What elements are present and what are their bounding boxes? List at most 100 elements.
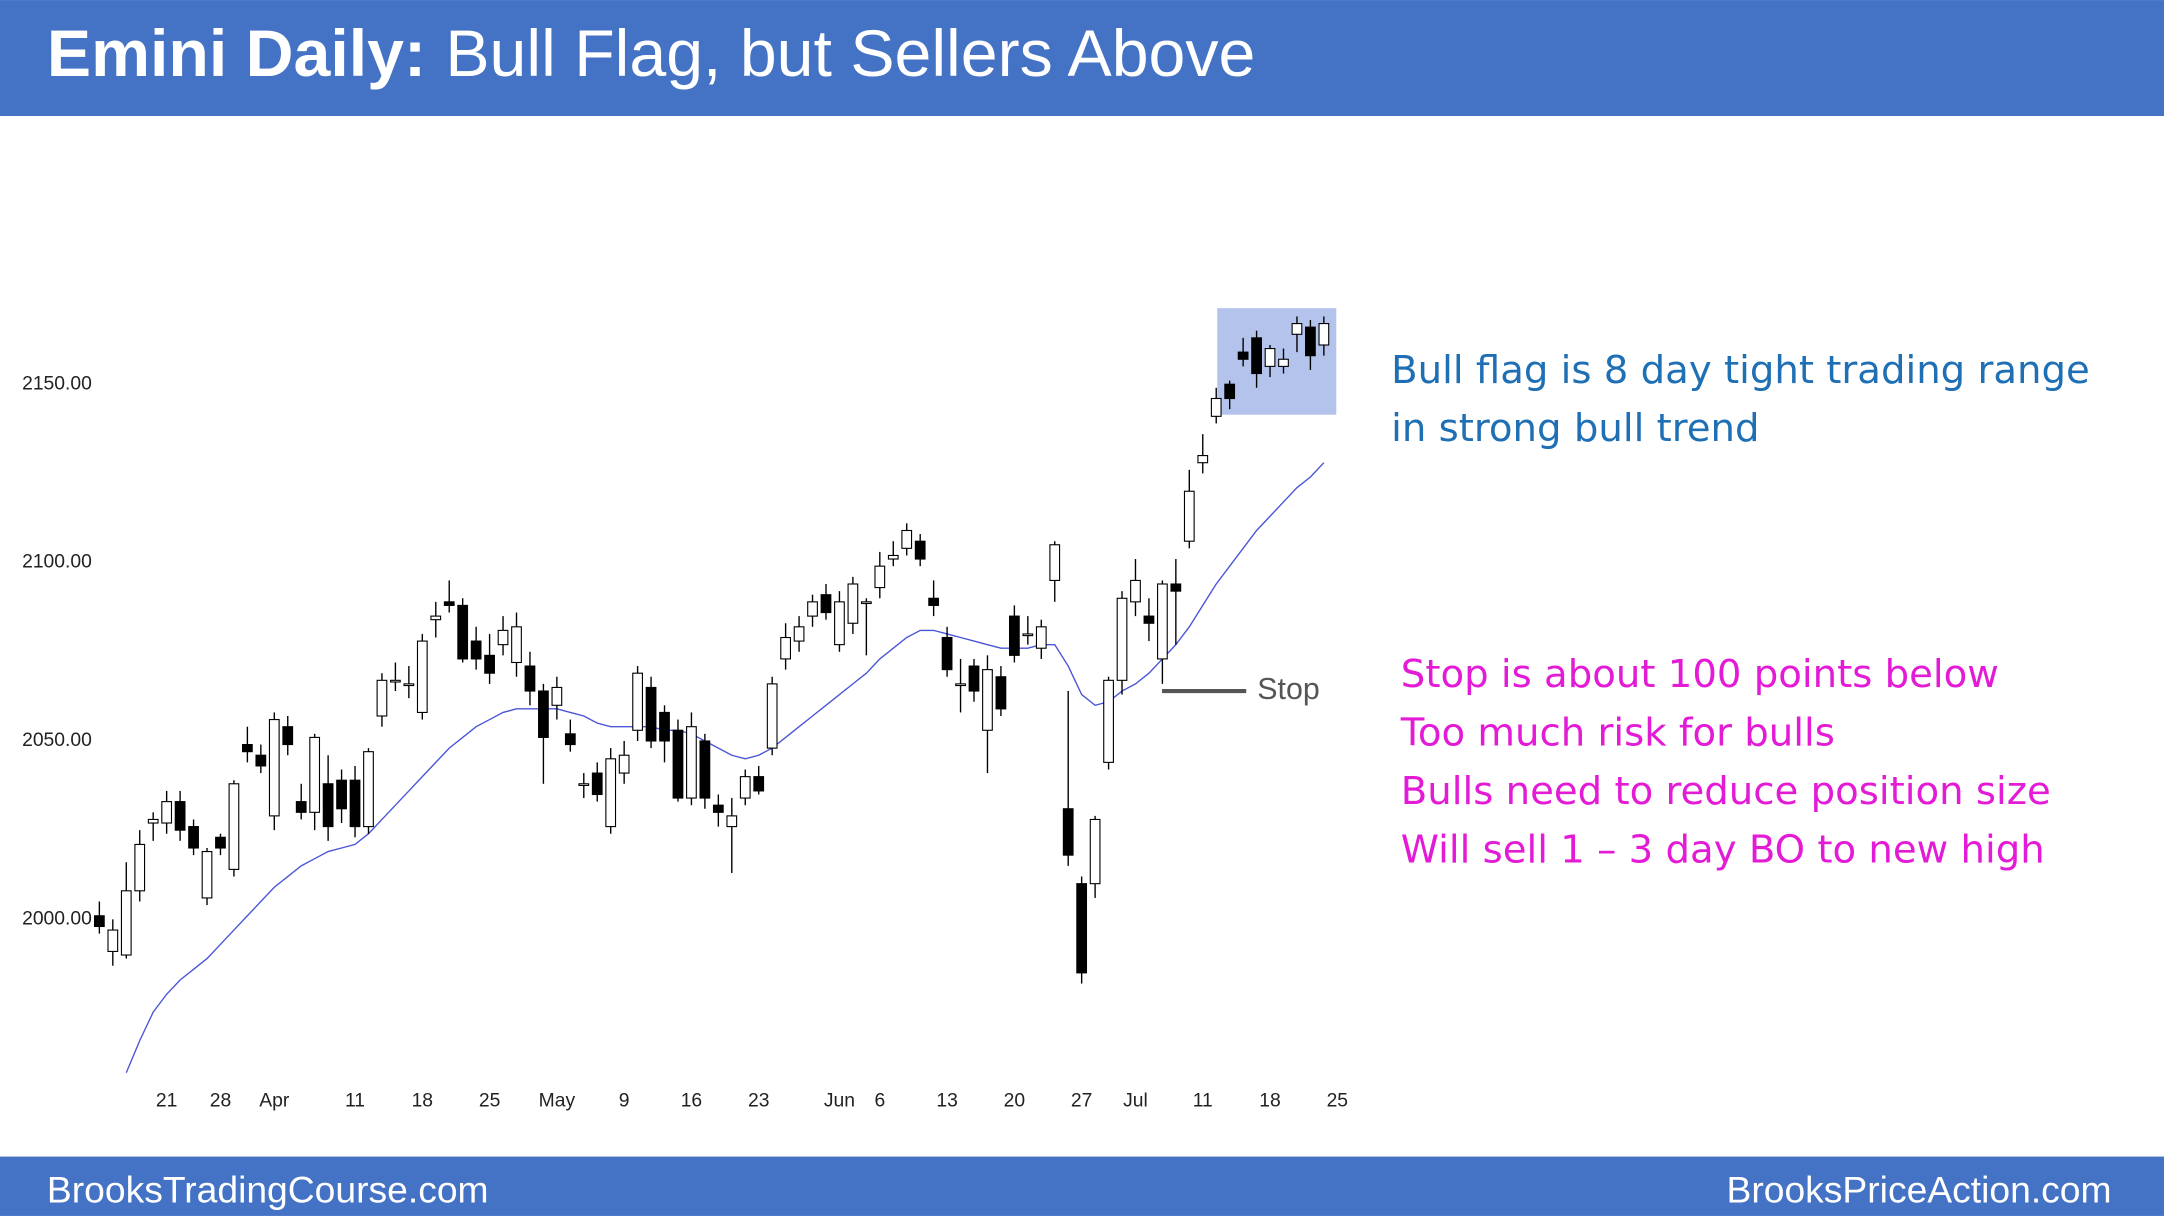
candle-body bbox=[376, 679, 388, 717]
candle-body bbox=[1251, 337, 1262, 375]
candle-body bbox=[578, 783, 590, 786]
x-tick-label: 23 bbox=[748, 1090, 769, 1111]
candle-body bbox=[739, 776, 751, 799]
candle-body bbox=[955, 683, 966, 687]
candle-body bbox=[780, 636, 792, 660]
title-bold: Emini Daily: bbox=[47, 17, 426, 91]
candle-body bbox=[363, 751, 374, 828]
candle-body bbox=[1291, 323, 1303, 335]
candle-body bbox=[834, 601, 845, 646]
candle-body bbox=[470, 640, 482, 660]
footer-right: BrooksPriceAction.com bbox=[1726, 1168, 2111, 1210]
candle-body bbox=[995, 676, 1007, 710]
x-tick-label: 18 bbox=[1259, 1090, 1280, 1111]
candle-body bbox=[1157, 583, 1168, 660]
candle-body bbox=[1116, 597, 1128, 681]
x-tick-label: Jun bbox=[824, 1090, 855, 1111]
x-tick-label: 13 bbox=[936, 1090, 957, 1111]
candle-body bbox=[914, 540, 926, 560]
candle-body bbox=[1170, 583, 1182, 592]
stop-label: Stop bbox=[1257, 673, 1319, 706]
candle-body bbox=[982, 669, 993, 731]
x-tick-label: 21 bbox=[156, 1090, 177, 1111]
candle-body bbox=[1076, 883, 1088, 974]
y-tick-label: 2050.00 bbox=[22, 730, 92, 751]
candle-body bbox=[309, 736, 321, 813]
candle-body bbox=[430, 615, 442, 621]
candle-body bbox=[134, 843, 146, 892]
candle-body bbox=[524, 665, 536, 692]
header-bar bbox=[0, 0, 2164, 116]
candle-body bbox=[928, 597, 940, 606]
candle-body bbox=[201, 851, 213, 899]
x-tick-label: 25 bbox=[479, 1090, 500, 1111]
candle-body bbox=[807, 601, 818, 617]
annotation-pink: Too much risk for bulls bbox=[1400, 710, 1835, 755]
moving-average bbox=[125, 462, 1325, 1074]
annotation-blue: Bull flag is 8 day tight trading range bbox=[1391, 348, 2090, 393]
candle-body bbox=[188, 826, 199, 849]
candle-body bbox=[793, 626, 805, 642]
candle-body bbox=[161, 801, 173, 824]
x-tick-label: 18 bbox=[412, 1090, 433, 1111]
candle-body bbox=[645, 686, 657, 742]
candle-body bbox=[403, 683, 415, 687]
candle-body bbox=[497, 629, 509, 646]
candle-body bbox=[1197, 455, 1209, 464]
y-tick-label: 2000.00 bbox=[22, 908, 92, 929]
candle-body bbox=[605, 758, 617, 828]
candle-body bbox=[174, 801, 186, 831]
candle-body bbox=[1237, 351, 1249, 360]
x-tick-label: 6 bbox=[874, 1090, 885, 1111]
x-tick-label: Jul bbox=[1123, 1090, 1148, 1111]
candle-body bbox=[228, 783, 240, 870]
annotation-pink: Bulls need to reduce position size bbox=[1401, 769, 2051, 814]
x-tick-label: 27 bbox=[1071, 1090, 1092, 1111]
candle-body bbox=[591, 772, 603, 796]
x-tick-label: 9 bbox=[619, 1090, 630, 1111]
candle-body bbox=[1183, 490, 1195, 542]
candle-body bbox=[511, 626, 522, 664]
footer-left: BrooksTradingCourse.com bbox=[47, 1168, 489, 1210]
header-title: Emini Daily: Bull Flag, but Sellers Above bbox=[47, 17, 1255, 91]
candle-body bbox=[147, 818, 159, 824]
candle-body bbox=[672, 729, 684, 799]
candle-body bbox=[1264, 348, 1276, 367]
candle-body bbox=[336, 779, 347, 810]
candle-body bbox=[457, 604, 469, 660]
x-tick-label: 16 bbox=[681, 1090, 702, 1111]
candle-body bbox=[847, 583, 859, 624]
annotation-pink: Will sell 1 – 3 day BO to new high bbox=[1401, 827, 2045, 872]
candle-body bbox=[1089, 818, 1101, 885]
candle-body bbox=[120, 890, 132, 956]
candle-body bbox=[1022, 633, 1034, 637]
candle-body bbox=[686, 726, 697, 799]
candle-body bbox=[1210, 397, 1222, 417]
candle-body bbox=[1035, 626, 1047, 649]
candle-body bbox=[766, 683, 778, 749]
candle-body bbox=[1130, 579, 1141, 603]
candle-body bbox=[887, 554, 899, 560]
x-tick-label: 28 bbox=[210, 1090, 231, 1111]
candle-body bbox=[941, 636, 953, 671]
candle-body bbox=[255, 754, 267, 767]
candle-body bbox=[726, 815, 738, 828]
candle-body bbox=[1008, 615, 1020, 656]
x-tick-label: 11 bbox=[345, 1090, 365, 1111]
candle-body bbox=[1278, 358, 1289, 367]
candle-body bbox=[268, 719, 280, 817]
candle-body bbox=[322, 783, 334, 828]
annotation-blue: in strong bull trend bbox=[1391, 406, 1759, 451]
candle-body bbox=[390, 679, 401, 683]
candle-body bbox=[484, 654, 495, 674]
candle-body bbox=[1305, 326, 1316, 357]
candle-body bbox=[860, 601, 872, 605]
candle-body bbox=[215, 836, 226, 849]
x-tick-label: 25 bbox=[1327, 1090, 1348, 1111]
candle-body bbox=[1049, 544, 1061, 581]
candle-body bbox=[551, 686, 563, 706]
annotation-pink: Stop is about 100 points below bbox=[1401, 652, 1999, 697]
y-tick-label: 2100.00 bbox=[22, 552, 92, 573]
candle-body bbox=[901, 529, 913, 549]
